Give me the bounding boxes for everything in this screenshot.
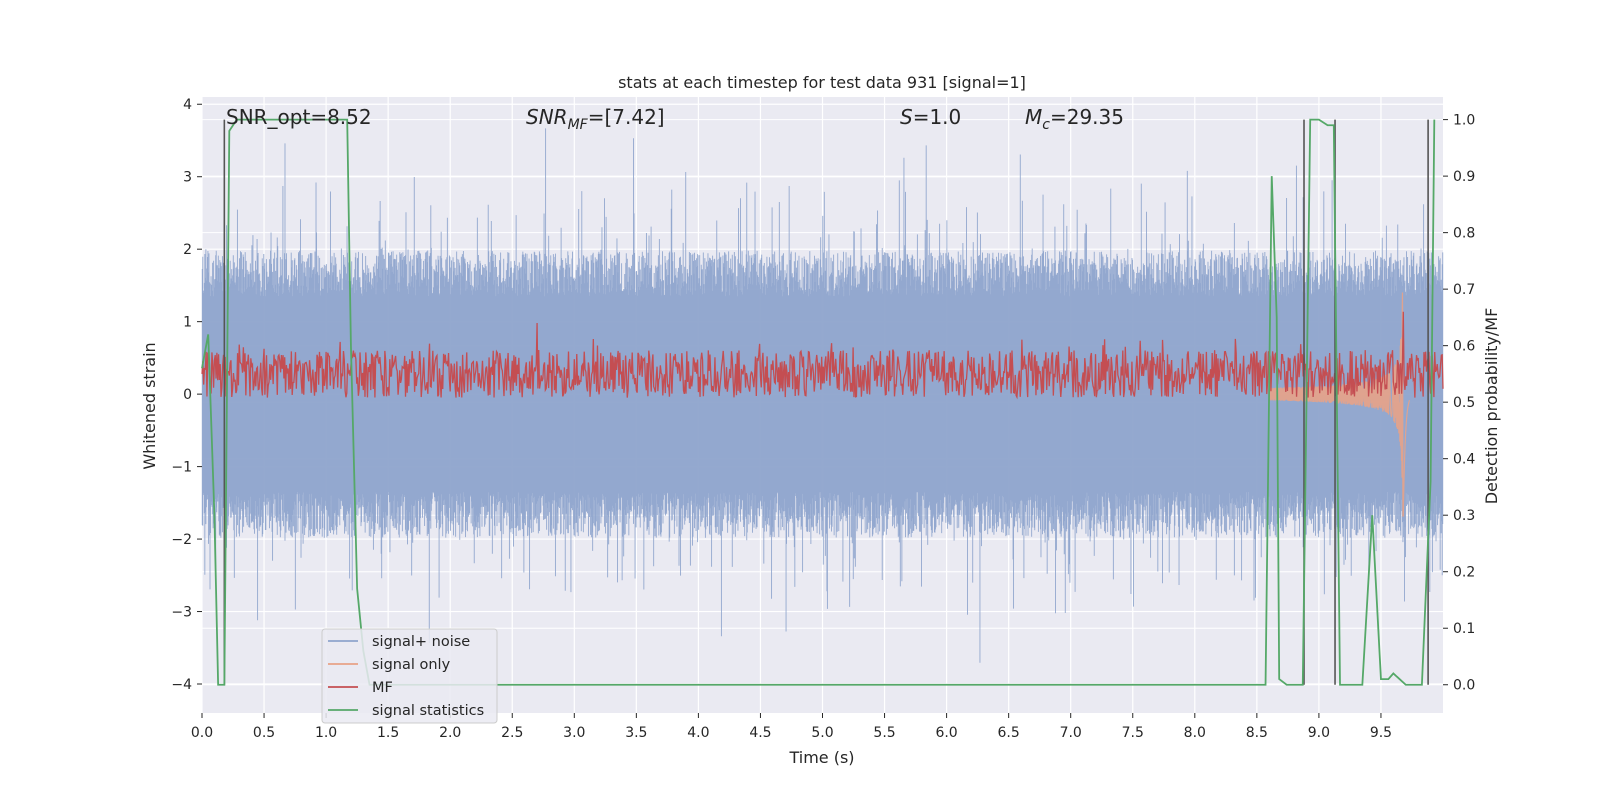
y-tick-label: 0 bbox=[183, 387, 192, 403]
annotation-snr-mf: SNRMF=[7.42] bbox=[526, 105, 665, 133]
chart-title: stats at each timestep for test data 931… bbox=[618, 73, 1026, 92]
y2-tick-label: 0.2 bbox=[1453, 565, 1475, 581]
y-tick-label: −4 bbox=[171, 677, 192, 693]
y-tick-label: 2 bbox=[183, 242, 192, 258]
x-tick-label: 8.0 bbox=[1184, 725, 1206, 741]
x-tick-label: 6.5 bbox=[998, 725, 1020, 741]
legend-label-signal-only: signal only bbox=[372, 657, 451, 673]
x-tick-label: 3.5 bbox=[625, 725, 647, 741]
y2-tick-label: 0.7 bbox=[1453, 282, 1475, 298]
legend-label-signal-statistics: signal statistics bbox=[372, 703, 484, 719]
y-axis-right: 0.0 0.1 0.2 0.3 0.4 0.5 0.6 0.7 0.8 0.9 1.0 bbox=[1443, 113, 1475, 694]
y-tick-label: 3 bbox=[183, 170, 192, 186]
y-axis-left: −4 −3 −2 −1 0 1 2 3 4 bbox=[171, 97, 202, 693]
y-axis-label: Whitened strain bbox=[140, 342, 159, 469]
x-tick-label: 5.5 bbox=[873, 725, 895, 741]
x-tick-label: 2.5 bbox=[501, 725, 523, 741]
x-tick-label: 0.5 bbox=[253, 725, 275, 741]
y2-tick-label: 0.1 bbox=[1453, 621, 1475, 637]
legend-label-signal-noise: signal+ noise bbox=[372, 634, 470, 650]
x-axis-label: Time (s) bbox=[788, 748, 854, 767]
signal-statistics-line bbox=[201, 118, 1436, 686]
y-tick-label: −1 bbox=[171, 460, 192, 476]
annotation-mc-sub: c bbox=[1042, 117, 1050, 133]
x-axis: 0.0 0.5 1.0 1.5 2.0 2.5 3.0 3.5 4.0 4.5 5.0 5.5 6.0 6… bbox=[191, 713, 1392, 741]
y2-tick-label: 1.0 bbox=[1453, 113, 1475, 129]
x-tick-label: 3.0 bbox=[563, 725, 585, 741]
y2-tick-label: 0.3 bbox=[1453, 508, 1475, 524]
x-tick-label: 9.0 bbox=[1308, 725, 1330, 741]
x-tick-label: 4.5 bbox=[749, 725, 771, 741]
annotation-mc-value: =29.35 bbox=[1050, 105, 1124, 129]
x-tick-label: 1.5 bbox=[377, 725, 399, 741]
mf-line bbox=[201, 311, 1444, 400]
y2-tick-label: 0.0 bbox=[1453, 678, 1475, 694]
annotation-s-symbol: S bbox=[900, 105, 913, 129]
legend: signal+ noise signal only MF signal stat… bbox=[321, 628, 498, 724]
x-tick-label: 8.5 bbox=[1246, 725, 1268, 741]
x-tick-label: 2.0 bbox=[439, 725, 461, 741]
x-tick-label: 0.0 bbox=[191, 725, 213, 741]
y2-tick-label: 0.6 bbox=[1453, 339, 1475, 355]
annotation-snr-mf-value: =[7.42] bbox=[588, 105, 665, 129]
annotation-mc: Mc=29.35 bbox=[1025, 105, 1124, 133]
x-tick-label: 1.0 bbox=[315, 725, 337, 741]
y2-tick-label: 0.9 bbox=[1453, 169, 1475, 185]
annotation-snr-mf-symbol: SNR bbox=[526, 105, 568, 129]
annotation-snr-opt: SNR_opt=8.52 bbox=[226, 105, 372, 129]
y2-tick-label: 0.5 bbox=[1453, 395, 1475, 411]
y2-tick-label: 0.4 bbox=[1453, 452, 1475, 468]
y-tick-label: 1 bbox=[183, 315, 192, 331]
y-tick-label: 4 bbox=[183, 97, 192, 113]
legend-box bbox=[321, 628, 498, 724]
x-tick-label: 7.5 bbox=[1122, 725, 1144, 741]
y2-axis-label: Detection probability/MF bbox=[1482, 308, 1501, 505]
annotation-snr-mf-sub: MF bbox=[568, 117, 589, 133]
annotation-mc-symbol: M bbox=[1025, 105, 1042, 129]
x-tick-label: 9.5 bbox=[1370, 725, 1392, 741]
y2-tick-label: 0.8 bbox=[1453, 226, 1475, 242]
annotation-s: S=1.0 bbox=[900, 105, 961, 129]
annotation-s-value: =1.0 bbox=[913, 105, 962, 129]
y-tick-label: −2 bbox=[171, 532, 192, 548]
x-tick-label: 7.0 bbox=[1060, 725, 1082, 741]
series-signal-statistics bbox=[201, 118, 1436, 686]
series-mf bbox=[201, 311, 1444, 400]
x-tick-label: 4.0 bbox=[687, 725, 709, 741]
y-tick-label: −3 bbox=[171, 605, 192, 621]
legend-label-mf: MF bbox=[372, 680, 393, 696]
detection-markers bbox=[223, 119, 1429, 685]
x-tick-label: 5.0 bbox=[811, 725, 833, 741]
x-tick-label: 6.0 bbox=[935, 725, 957, 741]
